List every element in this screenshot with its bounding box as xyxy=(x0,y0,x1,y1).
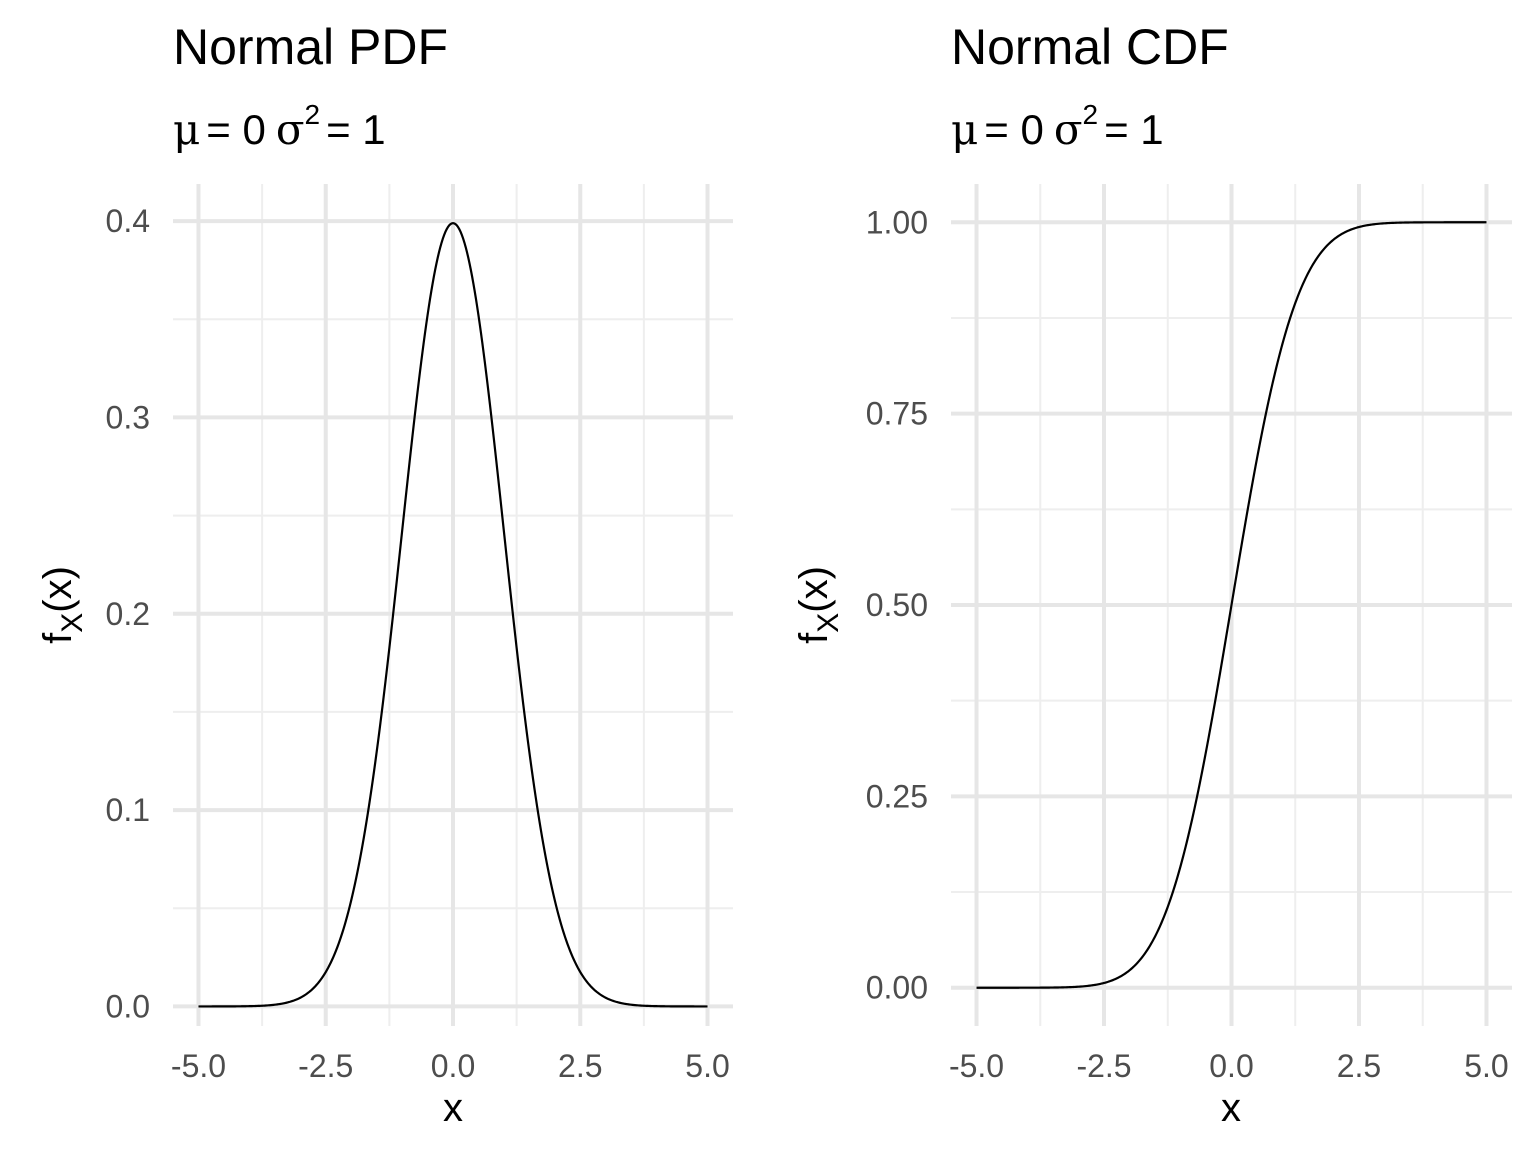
pdf-y-axis-title: fX(x) xyxy=(36,566,89,644)
cdf-x-tick-label: 2.5 xyxy=(1337,1048,1381,1084)
cdf-x-axis-title: x xyxy=(1221,1086,1241,1130)
pdf-curve xyxy=(198,222,708,1008)
cdf-curve xyxy=(976,221,1487,989)
cdf-x-tick-label: -5.0 xyxy=(949,1048,1004,1084)
pdf-y-tick-label: 0.3 xyxy=(106,399,150,435)
cdf-title: Normal CDF xyxy=(951,19,1229,75)
pdf-y-tick-label: 0.4 xyxy=(106,203,150,239)
pdf-subtitle: μ = 0 σ2 = 1 xyxy=(173,99,386,154)
cdf-x-tick-label: 5.0 xyxy=(1464,1048,1508,1084)
cdf-y-tick-label: 0.75 xyxy=(866,396,928,432)
pdf-y-tick-label: 0.1 xyxy=(106,792,150,828)
pdf-x-tick-label: 5.0 xyxy=(685,1048,729,1084)
pdf-x-axis-title: x xyxy=(443,1086,463,1130)
cdf-y-tick-labels: 0.00 0.25 0.50 0.75 1.00 xyxy=(866,204,928,1005)
cdf-subtitle: μ = 0 σ2 = 1 xyxy=(951,99,1164,154)
panel-pdf: Normal PDF μ = 0 σ2 = 1 0.0 0.1 0.2 0.3 0.4 -5.… xyxy=(36,19,733,1130)
cdf-x-tick-labels: -5.0 -2.5 0.0 2.5 5.0 xyxy=(949,1048,1509,1084)
cdf-y-tick-label: 0.25 xyxy=(866,778,928,814)
cdf-x-tick-label: -2.5 xyxy=(1076,1048,1131,1084)
pdf-y-tick-label: 0.2 xyxy=(106,596,150,632)
pdf-x-tick-labels: -5.0 -2.5 0.0 2.5 5.0 xyxy=(171,1048,730,1084)
panel-cdf: Normal CDF μ = 0 σ2 = 1 0.00 0.25 0.50 0.75 1.0… xyxy=(792,19,1512,1130)
cdf-y-tick-label: 0.50 xyxy=(866,587,928,623)
pdf-x-tick-label: -2.5 xyxy=(298,1048,353,1084)
pdf-x-tick-label: 2.5 xyxy=(558,1048,602,1084)
cdf-x-tick-label: 0.0 xyxy=(1209,1048,1253,1084)
cdf-y-axis-title: fX(x) xyxy=(792,566,845,644)
pdf-y-tick-labels: 0.0 0.1 0.2 0.3 0.4 xyxy=(106,203,150,1024)
cdf-y-tick-label: 1.00 xyxy=(866,204,928,240)
pdf-x-tick-label: -5.0 xyxy=(171,1048,226,1084)
pdf-title: Normal PDF xyxy=(173,19,448,75)
pdf-y-tick-label: 0.0 xyxy=(106,988,150,1024)
cdf-y-tick-label: 0.00 xyxy=(866,970,928,1006)
pdf-x-tick-label: 0.0 xyxy=(431,1048,475,1084)
